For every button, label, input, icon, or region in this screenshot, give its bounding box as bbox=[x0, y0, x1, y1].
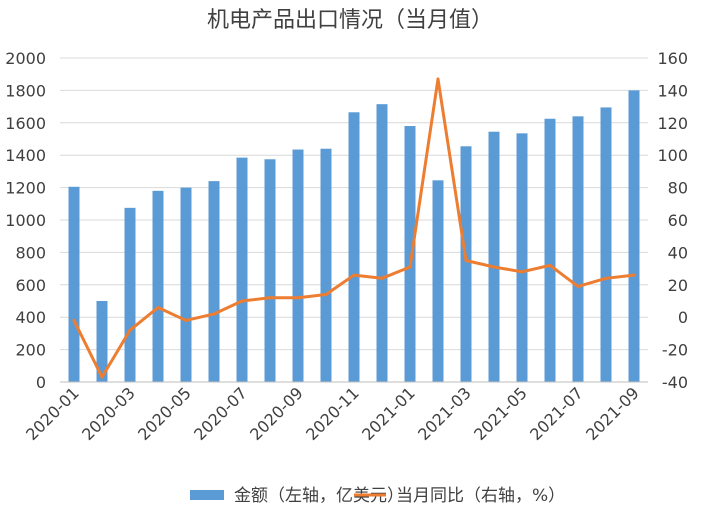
y-left-tick-label: 1000 bbox=[5, 211, 46, 230]
x-tick-label: 2020-07 bbox=[190, 383, 251, 444]
bar bbox=[96, 301, 108, 382]
line-point bbox=[324, 293, 328, 297]
legend-swatch-bar bbox=[190, 490, 224, 500]
y-left-tick-label: 0 bbox=[36, 373, 46, 392]
bar bbox=[488, 131, 500, 382]
bar bbox=[600, 107, 612, 382]
line-point bbox=[240, 299, 244, 303]
y-right-tick-label: 160 bbox=[657, 49, 688, 68]
x-tick-label: 2021-05 bbox=[470, 383, 531, 444]
line-point bbox=[604, 276, 608, 280]
x-tick-label: 2021-03 bbox=[414, 383, 475, 444]
bar bbox=[432, 180, 444, 382]
line-point bbox=[184, 318, 188, 322]
line-point bbox=[492, 265, 496, 269]
bar bbox=[348, 112, 360, 383]
y-left-tick-label: 1600 bbox=[5, 114, 46, 133]
x-tick-label: 2020-03 bbox=[78, 383, 139, 444]
y-left-tick-label: 1200 bbox=[5, 179, 46, 198]
line-point bbox=[352, 273, 356, 277]
x-tick-label: 2020-05 bbox=[134, 383, 195, 444]
bar bbox=[572, 116, 584, 382]
y-left-tick-label: 400 bbox=[15, 308, 46, 327]
bar bbox=[264, 159, 276, 382]
bar bbox=[180, 187, 192, 382]
line-point bbox=[548, 263, 552, 267]
bar bbox=[292, 149, 304, 382]
bar bbox=[124, 207, 136, 382]
line-point bbox=[436, 77, 440, 81]
line-point bbox=[268, 296, 272, 300]
y-right-tick-label: 60 bbox=[668, 211, 688, 230]
line-point bbox=[72, 318, 76, 322]
y-right-tick-label: 80 bbox=[668, 179, 688, 198]
bar bbox=[320, 148, 332, 382]
y-left-tick-label: 200 bbox=[15, 341, 46, 360]
y-right-tick-label: 100 bbox=[657, 146, 688, 165]
y-right-tick-label: -20 bbox=[662, 341, 688, 360]
bar bbox=[236, 157, 248, 382]
bar bbox=[208, 181, 220, 382]
line-point bbox=[380, 276, 384, 280]
bar bbox=[152, 190, 164, 382]
y-right-tick-label: 20 bbox=[668, 276, 688, 295]
x-tick-label: 2021-07 bbox=[526, 383, 587, 444]
x-tick-label: 2021-09 bbox=[582, 383, 643, 444]
line-point bbox=[212, 312, 216, 316]
y-right-tick-label: 40 bbox=[668, 243, 688, 262]
line-series bbox=[72, 77, 636, 379]
x-tick-label: 2021-01 bbox=[358, 383, 419, 444]
legend-label-bar: 金额（左轴，亿美元） bbox=[234, 486, 404, 506]
chart-title: 机电产品出口情况（当月值） bbox=[207, 8, 493, 33]
line-point bbox=[576, 284, 580, 288]
y-right-tick-label: 0 bbox=[678, 308, 688, 327]
bar bbox=[376, 104, 388, 383]
bar bbox=[544, 118, 556, 382]
y-right-tick-label: -40 bbox=[662, 373, 688, 392]
x-tick-label: 2020-01 bbox=[22, 383, 83, 444]
line-point bbox=[296, 296, 300, 300]
y-left-tick-label: 1800 bbox=[5, 81, 46, 100]
bar bbox=[460, 146, 472, 382]
bar bbox=[68, 186, 80, 382]
line-point bbox=[408, 265, 412, 269]
bar bbox=[516, 133, 528, 382]
y-left-tick-label: 2000 bbox=[5, 49, 46, 68]
line-point bbox=[100, 375, 104, 379]
legend-label-line: 当月同比（右轴，%） bbox=[396, 486, 565, 506]
legend: 金额（左轴，亿美元） 当月同比（右轴，%） bbox=[190, 486, 565, 506]
bar-series bbox=[68, 90, 640, 383]
x-tick-label: 2020-11 bbox=[302, 383, 363, 444]
y-left-tick-label: 1400 bbox=[5, 146, 46, 165]
axes: 0200400600800100012001400160018002000-40… bbox=[5, 49, 688, 444]
y-right-tick-label: 120 bbox=[657, 114, 688, 133]
line-point bbox=[464, 259, 468, 262]
y-left-tick-label: 600 bbox=[15, 276, 46, 295]
bar bbox=[404, 126, 416, 382]
y-left-tick-label: 800 bbox=[15, 243, 46, 262]
x-tick-label: 2020-09 bbox=[246, 383, 307, 444]
line-point bbox=[128, 328, 132, 332]
y-right-tick-label: 140 bbox=[657, 81, 688, 100]
bar bbox=[628, 90, 640, 383]
line-point bbox=[156, 305, 160, 309]
line-point bbox=[632, 273, 636, 277]
line-point bbox=[520, 270, 524, 274]
